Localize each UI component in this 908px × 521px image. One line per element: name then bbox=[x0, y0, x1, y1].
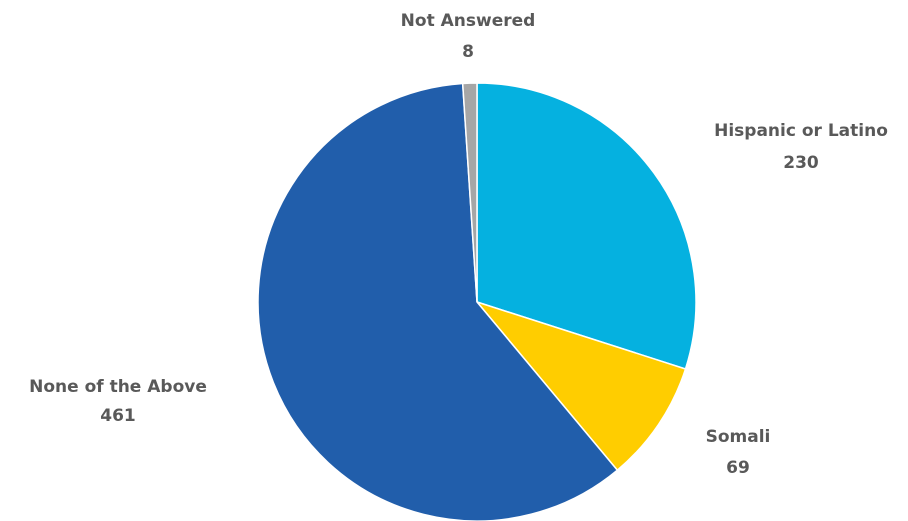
label-not-answered: Not Answered bbox=[401, 11, 536, 31]
pie-slices bbox=[257, 82, 697, 521]
value-none-of-the-above: 461 bbox=[100, 406, 136, 426]
label-hispanic-or-latino: Hispanic or Latino bbox=[714, 121, 888, 141]
pie-labels: Hispanic or Latino 230 Somali 69 None of… bbox=[29, 11, 888, 478]
value-somali: 69 bbox=[726, 458, 750, 478]
value-hispanic-or-latino: 230 bbox=[783, 153, 819, 173]
slice-hispanic-or-latino bbox=[476, 82, 697, 370]
label-none-of-the-above: None of the Above bbox=[29, 377, 207, 397]
slice-somali bbox=[474, 300, 687, 472]
slice-not-answered bbox=[461, 82, 478, 303]
slice-none-of-the-above bbox=[257, 82, 619, 521]
label-somali: Somali bbox=[706, 427, 771, 447]
value-not-answered: 8 bbox=[462, 42, 474, 62]
